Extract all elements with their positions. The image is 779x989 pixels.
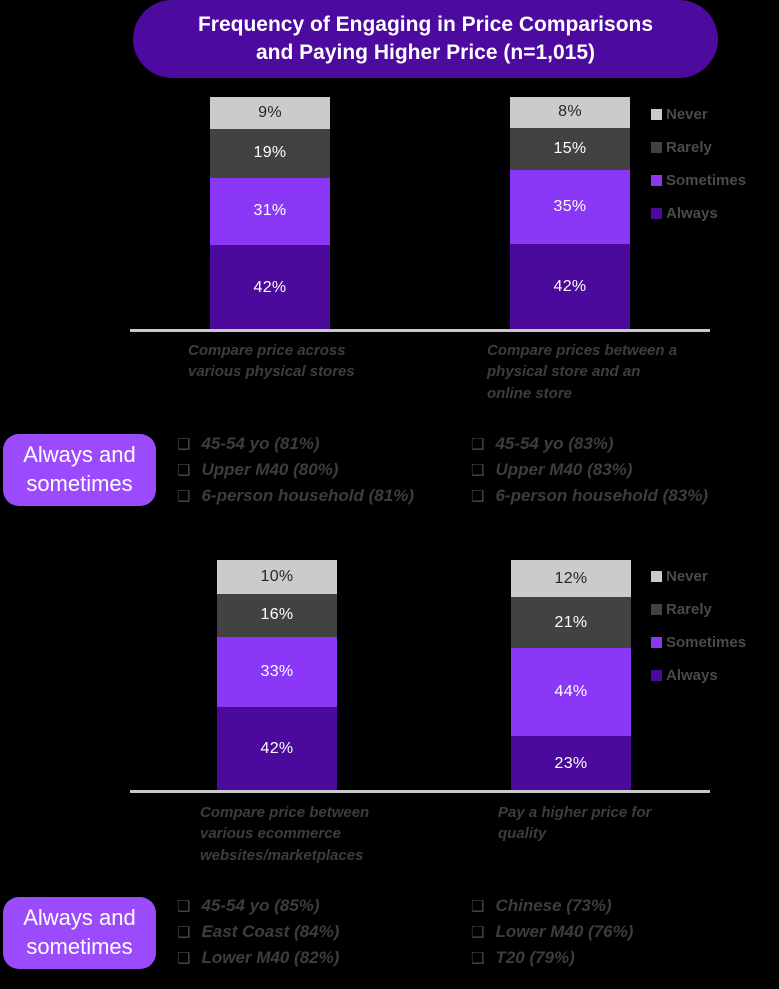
legend-label: Never — [666, 105, 708, 123]
stacked-bar-physical-stores: 9% 19% 31% 42% — [210, 97, 330, 330]
legend-swatch-icon — [651, 636, 662, 648]
legend-label: Always — [666, 204, 718, 222]
callout1-list-column-2: ❑ 45-54 yo (83%) ❑ Upper M40 (83%) ❑ 6-person… — [471, 434, 771, 512]
chart1-category-label-1: Compare price across various physical st… — [188, 342, 355, 381]
callout-list-item: ❑ 45-54 yo (85%) — [177, 896, 477, 922]
legend-item-always: Always — [651, 203, 746, 223]
chart2-legend: Never Rarely Sometimes Always — [651, 566, 746, 698]
callout-list-item: ❑ Chinese (73%) — [471, 896, 771, 922]
stacked-bar-ecommerce: 10% 16% 33% 42% — [217, 560, 337, 792]
bar-segment-rarely: 15% — [510, 127, 630, 171]
bar-segment-sometimes: 31% — [210, 177, 330, 246]
chart1-category-label-2: Compare prices between a physical store … — [487, 342, 678, 402]
legend-swatch-icon — [651, 207, 662, 219]
checkbox-bullet-icon: ❑ — [177, 487, 191, 505]
chart2-baseline — [130, 790, 710, 793]
checkbox-bullet-icon: ❑ — [177, 435, 191, 453]
callout-list-item: ❑ Upper M40 (80%) — [177, 460, 477, 486]
callout-item-text: 45-54 yo (83%) — [495, 434, 614, 453]
legend-item-never: Never — [651, 566, 746, 586]
legend-swatch-icon — [651, 141, 662, 153]
legend-label: Always — [666, 666, 718, 684]
bar-segment-always: 23% — [511, 736, 631, 791]
callout-always-sometimes-1: Always and sometimes — [3, 434, 156, 506]
callout-item-text: 45-54 yo (81%) — [201, 434, 320, 453]
callout-item-text: East Coast (84%) — [201, 922, 340, 941]
callout-always-sometimes-2: Always and sometimes — [3, 897, 156, 969]
legend-swatch-icon — [651, 669, 662, 681]
legend-item-rarely: Rarely — [651, 137, 746, 157]
legend-swatch-icon — [651, 174, 662, 186]
callout-list-item: ❑ Lower M40 (76%) — [471, 922, 771, 948]
stacked-bar-physical-vs-online: 8% 15% 35% 42% — [510, 97, 630, 330]
callout2-list-column-1: ❑ 45-54 yo (85%) ❑ East Coast (84%) ❑ Lower M… — [177, 896, 477, 974]
callout-list-item: ❑ Upper M40 (83%) — [471, 460, 771, 486]
checkbox-bullet-icon: ❑ — [177, 949, 191, 967]
legend-item-always: Always — [651, 665, 746, 685]
bar-segment-sometimes: 35% — [510, 170, 630, 245]
callout-item-text: Lower M40 (76%) — [495, 922, 634, 941]
bar-segment-rarely: 19% — [210, 129, 330, 178]
callout-list-item: ❑ Lower M40 (82%) — [177, 948, 477, 974]
callout-item-text: Upper M40 (83%) — [495, 460, 633, 479]
callout2-list-column-2: ❑ Chinese (73%) ❑ Lower M40 (76%) ❑ T20 (79%) — [471, 896, 771, 974]
checkbox-bullet-icon: ❑ — [471, 949, 485, 967]
bar-segment-always: 42% — [217, 706, 337, 792]
callout-list-item: ❑ T20 (79%) — [471, 948, 771, 974]
bar-segment-rarely: 21% — [511, 597, 631, 649]
legend-swatch-icon — [651, 570, 662, 582]
callout-item-text: 6-person household (81%) — [201, 486, 414, 505]
bar-segment-never: 10% — [217, 560, 337, 594]
callout-item-text: 6-person household (83%) — [495, 486, 708, 505]
bar-segment-rarely: 16% — [217, 593, 337, 637]
callout-list-item: ❑ 45-54 yo (83%) — [471, 434, 771, 460]
legend-item-rarely: Rarely — [651, 599, 746, 619]
legend-label: Never — [666, 567, 708, 585]
bar-segment-never: 12% — [511, 560, 631, 598]
callout-list-item: ❑ 6-person household (81%) — [177, 486, 477, 512]
bar-segment-never: 8% — [510, 97, 630, 128]
callout-item-text: Chinese (73%) — [495, 896, 612, 915]
chart2-category-label-2: Pay a higher price for quality — [498, 804, 652, 843]
checkbox-bullet-icon: ❑ — [471, 923, 485, 941]
bar-segment-sometimes: 44% — [511, 648, 631, 737]
chart-title-line1: Frequency of Engaging in Price Compariso… — [197, 12, 654, 36]
chart-title: Frequency of Engaging in Price Compariso… — [133, 0, 718, 78]
checkbox-bullet-icon: ❑ — [177, 461, 191, 479]
callout-item-text: Lower M40 (82%) — [201, 948, 340, 967]
checkbox-bullet-icon: ❑ — [471, 897, 485, 915]
stacked-bar-higher-price: 12% 21% 44% 23% — [511, 560, 631, 791]
checkbox-bullet-icon: ❑ — [177, 897, 191, 915]
checkbox-bullet-icon: ❑ — [471, 461, 485, 479]
checkbox-bullet-icon: ❑ — [471, 435, 485, 453]
legend-swatch-icon — [651, 108, 662, 120]
callout-item-text: T20 (79%) — [495, 948, 575, 967]
legend-label: Rarely — [666, 600, 712, 618]
checkbox-bullet-icon: ❑ — [177, 923, 191, 941]
legend-label: Sometimes — [666, 171, 747, 189]
callout1-list-column-1: ❑ 45-54 yo (81%) ❑ Upper M40 (80%) ❑ 6-person… — [177, 434, 477, 512]
legend-item-never: Never — [651, 104, 746, 124]
callout-list-item: ❑ East Coast (84%) — [177, 922, 477, 948]
legend-swatch-icon — [651, 603, 662, 615]
callout-list-item: ❑ 45-54 yo (81%) — [177, 434, 477, 460]
legend-label: Rarely — [666, 138, 712, 156]
callout-item-text: 45-54 yo (85%) — [201, 896, 320, 915]
checkbox-bullet-icon: ❑ — [471, 487, 485, 505]
bar-segment-sometimes: 33% — [217, 636, 337, 707]
chart-title-line2: and Paying Higher Price (n=1,015) — [255, 41, 596, 64]
chart1-legend: Never Rarely Sometimes Always — [651, 104, 746, 236]
legend-item-sometimes: Sometimes — [651, 170, 746, 190]
chart1-baseline — [130, 329, 710, 332]
legend-label: Sometimes — [666, 633, 747, 651]
bar-segment-always: 42% — [210, 245, 330, 330]
chart2-category-label-1: Compare price between various ecommerce … — [200, 804, 370, 864]
bar-segment-never: 9% — [210, 97, 330, 130]
legend-item-sometimes: Sometimes — [651, 632, 746, 652]
callout-item-text: Upper M40 (80%) — [201, 460, 339, 479]
bar-segment-always: 42% — [510, 244, 630, 330]
callout-list-item: ❑ 6-person household (83%) — [471, 486, 771, 512]
